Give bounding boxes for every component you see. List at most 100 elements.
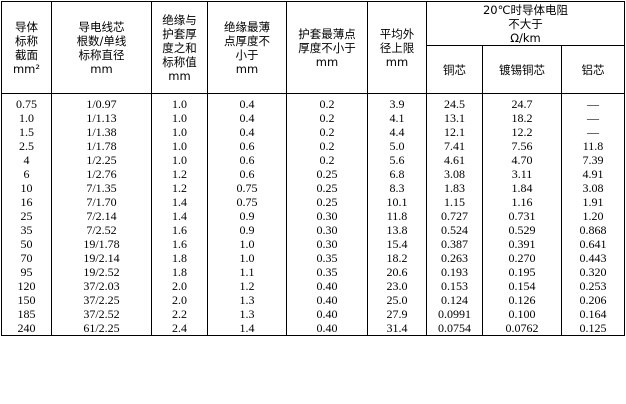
cell-copper-resistance: 24.5 13.1 12.1 7.41 4.61 3.08 1.83 1.15 0.727 0.5… (426, 93, 483, 336)
cell-line: 0.2 (319, 111, 335, 125)
cell-line: 7/1.70 (86, 195, 117, 209)
cell-line: 13.1 (444, 111, 465, 125)
cell-line: 0.731 (508, 209, 536, 223)
cell-line: 15.4 (386, 237, 408, 251)
cell-line: 4 (23, 153, 30, 167)
header-line: 标称直径 (78, 47, 125, 62)
cell-line: 0.868 (579, 223, 607, 237)
cell-line: 0.263 (441, 251, 468, 265)
cell-line: 0.270 (508, 251, 536, 265)
cell-line: 1.83 (444, 181, 465, 195)
cell-line: 4.61 (444, 153, 465, 167)
cell-insulation-min: 0.4 0.4 0.4 0.6 0.6 0.6 0.75 0.75 0.9 0.9 1.0 1.0 1.… (207, 93, 287, 336)
header-line: Ω/km (510, 30, 541, 45)
cell-line: 1.4 (239, 321, 255, 335)
cell-line: 0.206 (579, 293, 607, 307)
cell-line: 185 (17, 307, 36, 321)
cell-line: 0.25 (316, 195, 338, 209)
cell-line: 0.40 (316, 279, 338, 293)
cell-line: 10 (20, 181, 33, 195)
cell-line: 1.6 (172, 237, 187, 251)
header-line: mm (385, 54, 409, 69)
cell-line: 0.164 (579, 307, 607, 321)
cell-line: 37/2.25 (83, 293, 120, 307)
cell-line: 0.124 (441, 293, 468, 307)
cell-line: 2.5 (19, 139, 34, 153)
header-line: 护套最薄点 (298, 26, 356, 41)
cell-line: 2.2 (172, 307, 187, 321)
cell-line: 1.0 (172, 97, 187, 111)
cell-line: 18.2 (511, 111, 533, 125)
header-line: 绝缘与 (162, 12, 197, 27)
header-sheath-min: 护套最薄点 厚度不小于 mm (286, 1, 368, 94)
header-conductor-area: 导体 标称 截面 mm² (1, 1, 52, 94)
cell-line: 1.0 (172, 153, 187, 167)
cell-line: 11.8 (582, 139, 604, 153)
header-line: 厚度不小于 (298, 40, 356, 55)
cell-line: 1.2 (239, 279, 255, 293)
cell-line: 12.1 (444, 125, 465, 139)
cell-line: 1.3 (239, 307, 255, 321)
header-line: 截面 (15, 47, 38, 62)
cell-line: 5.6 (389, 153, 405, 167)
cell-line: 0.25 (316, 181, 338, 195)
cell-line: 20.6 (386, 265, 408, 279)
cell-line: 50 (20, 237, 33, 251)
cell-line: 1.1 (239, 265, 255, 279)
cell-line: 1.0 (19, 111, 34, 125)
cell-line: 1.0 (239, 237, 255, 251)
cell-line: 19/2.14 (83, 251, 120, 265)
cell-line: 0.6 (239, 139, 255, 153)
cell-line: 0.727 (441, 209, 468, 223)
header-line: 径上限 (379, 40, 415, 55)
cell-line: 1.20 (582, 209, 604, 223)
cell-line: 4.4 (389, 125, 405, 139)
cell-line: 0.25 (316, 167, 338, 181)
cell-line: 1.8 (172, 265, 187, 279)
cell-line: 18.2 (386, 251, 408, 265)
cell-line: 16 (20, 195, 33, 209)
cell-line: 19/1.78 (83, 237, 120, 251)
cell-line: 1/1.13 (86, 111, 117, 125)
cell-line: 0.641 (579, 237, 607, 251)
header-total-thickness: 绝缘与 护套厚 度之和 标称值 mm (151, 1, 208, 94)
cell-line: 37/2.03 (83, 279, 120, 293)
header-line: mm (168, 68, 191, 83)
cell-line: 0.0762 (505, 321, 539, 335)
cell-line: 2.0 (172, 279, 187, 293)
cell-line: 1.6 (172, 223, 187, 237)
cell-line: 0.6 (239, 153, 255, 167)
cell-line: 0.193 (441, 265, 468, 279)
cell-line: 0.443 (579, 251, 607, 265)
cell-line: 7.56 (511, 139, 533, 153)
header-line: 不大于 (508, 16, 543, 31)
cell-line: 1.4 (172, 209, 187, 223)
cell-line: 1.15 (444, 195, 465, 209)
cell-line: 24.5 (444, 97, 465, 111)
cell-line: 25 (20, 209, 33, 223)
cell-line: 4.70 (511, 153, 533, 167)
cell-line: 1.5 (19, 125, 34, 139)
cell-line: 0.100 (508, 307, 536, 321)
cell-line: 24.7 (511, 97, 533, 111)
cell-line: 2.0 (172, 293, 187, 307)
cell-line: 6.8 (389, 167, 405, 181)
cell-line: 0.35 (316, 265, 338, 279)
cell-line: 1.2 (172, 181, 187, 195)
cell-line: 25.0 (386, 293, 408, 307)
cell-line: 1.0 (172, 139, 187, 153)
header-line: 度之和 (162, 40, 197, 55)
cell-total-thickness: 1.0 1.0 1.0 1.0 1.0 1.2 1.2 1.4 1.4 1.6 1.6 1.8 1.8 2… (151, 93, 208, 336)
cell-line: 1.0 (239, 251, 255, 265)
header-line: mm² (12, 61, 40, 76)
header-line: 绝缘最薄 (224, 19, 270, 34)
cell-line: 31.4 (386, 321, 408, 335)
header-outer-diameter: 平均外 径上限 mm (367, 1, 427, 94)
cell-line: 0.153 (441, 279, 468, 293)
cell-line: 0.40 (316, 307, 338, 321)
table-row: 0.75 1.0 1.5 2.5 4 6 10 16 25 35 50 70 95 120 150 185 24… (1, 93, 625, 336)
cell-line: 0.529 (508, 223, 536, 237)
header-line: 导体 (15, 19, 38, 34)
cell-line: 0.75 (16, 97, 37, 111)
cell-line: 0.2 (319, 153, 335, 167)
